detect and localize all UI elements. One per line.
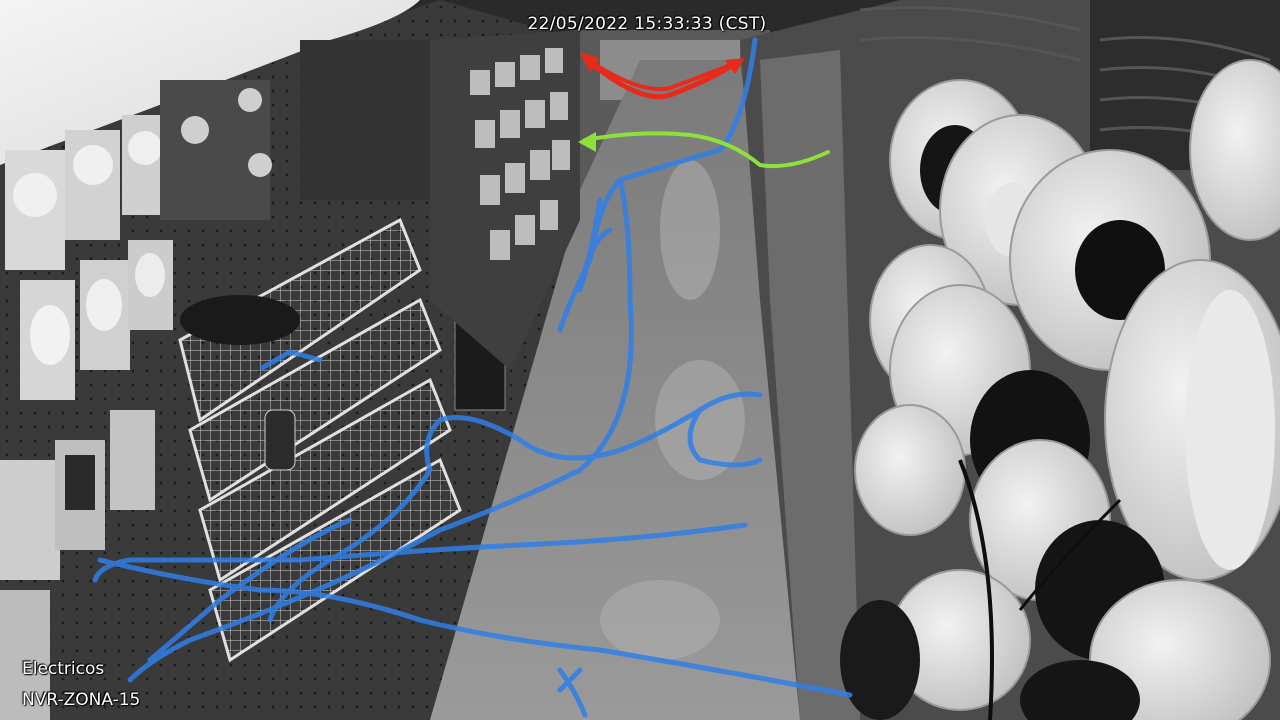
aisle-floor [410, 60, 820, 720]
turn-arrow-red [580, 52, 745, 100]
timestamp-text: 22/05/2022 15:33:33 (CST) [527, 14, 767, 34]
left-hanging-products [0, 40, 430, 720]
timestamp-overlay: 22/05/2022 15:33:33 (CST) [0, 14, 1280, 34]
customer-path-trails [92, 37, 853, 718]
zone-name-label: Electricos [22, 659, 105, 679]
cable-spools [840, 59, 1280, 720]
floor-reflections [600, 160, 745, 660]
left-shelf-unit [430, 30, 580, 370]
camera-id-label: NVR-ZONA-15 [22, 690, 141, 710]
entry-arrow-green [578, 131, 830, 169]
